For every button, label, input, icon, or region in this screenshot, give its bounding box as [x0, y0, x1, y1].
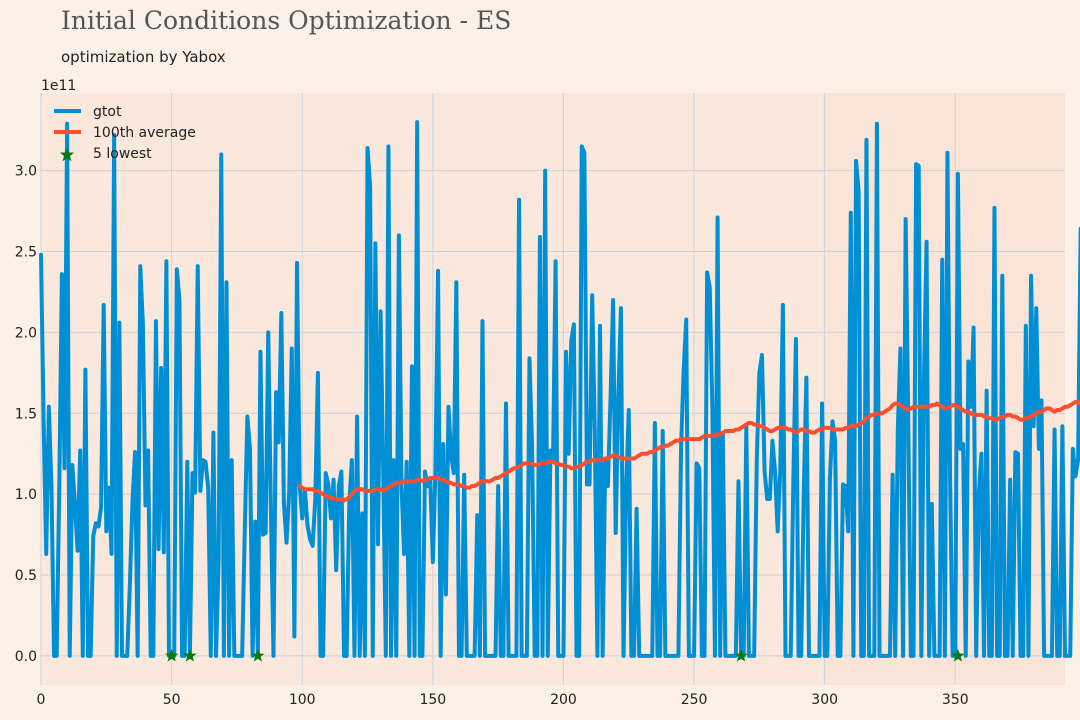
chart-subtitle: optimization by Yabox — [61, 48, 226, 66]
y-tick-label: 1.0 — [15, 487, 37, 503]
x-tick-label: 150 — [419, 692, 446, 708]
y-tick-label: 2.5 — [15, 245, 37, 261]
lowest-point-marker — [734, 648, 748, 662]
y-tick-label: 2.0 — [15, 325, 37, 341]
y-tick-label: 1.5 — [15, 406, 37, 422]
marker-layer — [164, 648, 965, 662]
lowest-point-marker — [251, 648, 265, 662]
x-tick-label: 100 — [289, 692, 316, 708]
y-tick-label: 0.0 — [15, 649, 37, 665]
legend-label: 100th average — [93, 125, 196, 141]
x-tick-label: 350 — [942, 692, 969, 708]
x-tick-label: 0 — [37, 692, 46, 708]
series-layer — [39, 120, 1080, 658]
legend-label: gtot — [93, 104, 122, 120]
x-tick-label: 250 — [681, 692, 708, 708]
x-tick-label: 300 — [811, 692, 838, 708]
legend: gtot 100th average 5 lowest — [54, 104, 196, 162]
axis-labels: 0 50 100 150 200 250 300 350 0.0 0.5 1.0 1.5 2.0 2.5 3… — [15, 164, 969, 708]
y-tick-label: 3.0 — [15, 164, 37, 180]
legend-label: 5 lowest — [93, 146, 152, 162]
lowest-point-marker — [951, 648, 965, 662]
chart-title: Initial Conditions Optimization - ES — [61, 6, 512, 35]
x-tick-label: 50 — [163, 692, 181, 708]
series-line-0 — [39, 120, 1080, 658]
x-tick-label: 200 — [550, 692, 577, 708]
lowest-point-marker — [164, 648, 179, 662]
legend-star-icon — [59, 147, 75, 162]
lowest-point-marker — [183, 648, 197, 662]
series-line-1 — [297, 399, 1080, 503]
y-tick-label: 0.5 — [15, 568, 37, 584]
y-axis-offset-text: 1e11 — [41, 78, 76, 94]
